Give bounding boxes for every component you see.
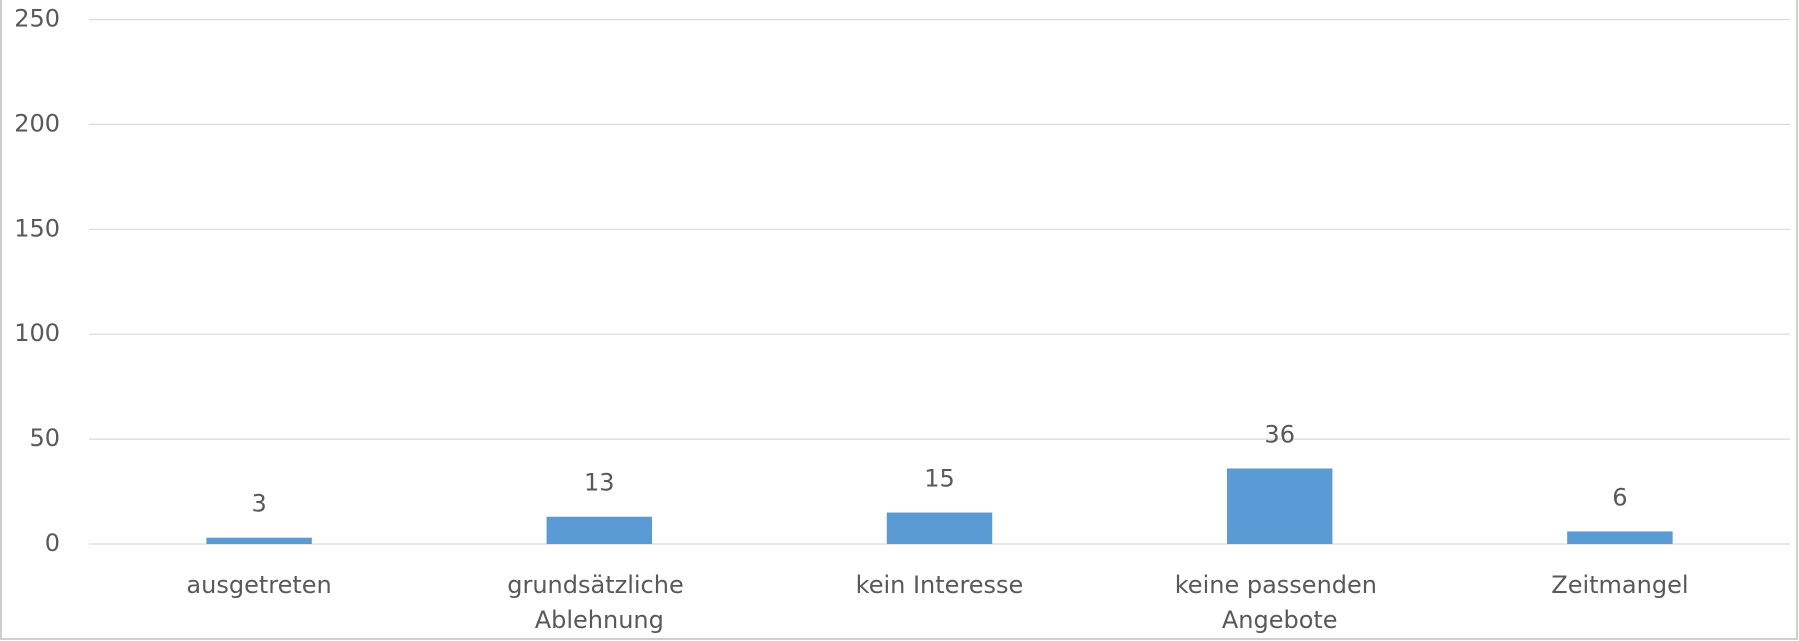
bar <box>1567 531 1673 544</box>
bar <box>546 516 653 544</box>
y-tick-label: 50 <box>29 424 60 452</box>
x-tick-label: kein Interesse <box>856 571 1024 599</box>
data-label: 3 <box>251 490 266 518</box>
data-label: 13 <box>584 469 615 497</box>
y-tick-label: 0 <box>45 529 60 557</box>
y-tick-label: 150 <box>14 214 60 242</box>
data-label: 15 <box>924 465 955 493</box>
x-tick-label: ausgetreten <box>186 571 331 599</box>
x-tick-label: Zeitmangel <box>1551 571 1688 599</box>
data-label: 6 <box>1612 483 1627 511</box>
y-tick-label: 250 <box>14 5 60 33</box>
y-tick-label: 100 <box>14 319 60 347</box>
x-tick-label: grundsätzliche Ablehnung <box>507 571 691 634</box>
bar <box>1226 468 1333 544</box>
bar <box>886 512 993 544</box>
y-tick-label: 200 <box>14 109 60 137</box>
data-label: 36 <box>1264 420 1295 448</box>
bar <box>206 537 312 544</box>
x-tick-label: keine passenden Angebote <box>1175 571 1385 634</box>
